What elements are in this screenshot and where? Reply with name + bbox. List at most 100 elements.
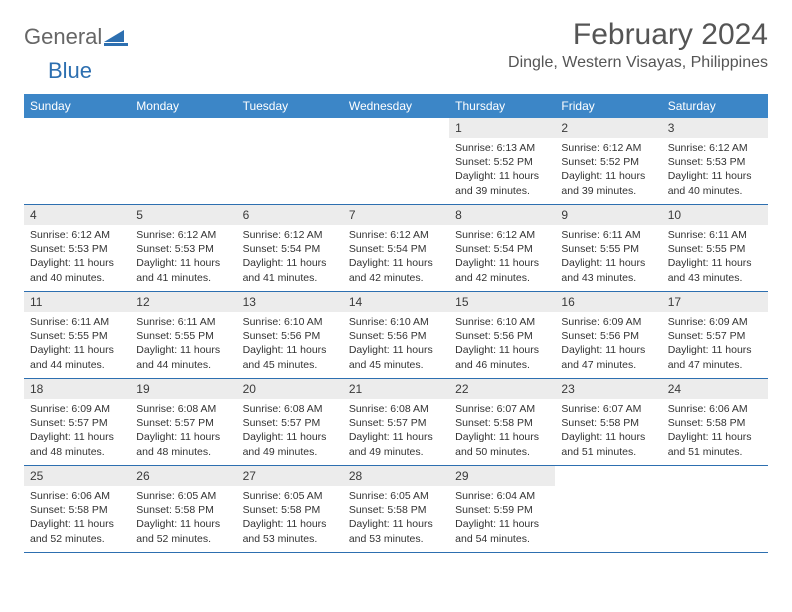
sunset-line: Sunset: 5:55 PM	[30, 329, 124, 343]
day-number: 18	[24, 379, 130, 399]
sunrise-line: Sunrise: 6:08 AM	[136, 402, 230, 416]
sunset-line: Sunset: 5:56 PM	[455, 329, 549, 343]
sunrise-line: Sunrise: 6:11 AM	[136, 315, 230, 329]
day-header-sun: Sunday	[24, 94, 130, 118]
day-info: Sunrise: 6:08 AMSunset: 5:57 PMDaylight:…	[130, 399, 236, 465]
day-info: Sunrise: 6:12 AMSunset: 5:52 PMDaylight:…	[555, 138, 661, 204]
daylight-line: Daylight: 11 hours and 52 minutes.	[136, 517, 230, 545]
month-title: February 2024	[508, 18, 768, 52]
daylight-line: Daylight: 11 hours and 50 minutes.	[455, 430, 549, 458]
daylight-line: Daylight: 11 hours and 40 minutes.	[30, 256, 124, 284]
day-info: Sunrise: 6:11 AMSunset: 5:55 PMDaylight:…	[24, 312, 130, 378]
sunrise-line: Sunrise: 6:10 AM	[243, 315, 337, 329]
daylight-line: Daylight: 11 hours and 51 minutes.	[668, 430, 762, 458]
weeks-container: 1Sunrise: 6:13 AMSunset: 5:52 PMDaylight…	[24, 118, 768, 553]
day-cell: 15Sunrise: 6:10 AMSunset: 5:56 PMDayligh…	[449, 292, 555, 378]
day-cell: 6Sunrise: 6:12 AMSunset: 5:54 PMDaylight…	[237, 205, 343, 291]
daylight-line: Daylight: 11 hours and 42 minutes.	[349, 256, 443, 284]
sunrise-line: Sunrise: 6:10 AM	[455, 315, 549, 329]
sunset-line: Sunset: 5:57 PM	[668, 329, 762, 343]
day-number: 19	[130, 379, 236, 399]
sunset-line: Sunset: 5:57 PM	[243, 416, 337, 430]
day-cell: 5Sunrise: 6:12 AMSunset: 5:53 PMDaylight…	[130, 205, 236, 291]
sunset-line: Sunset: 5:59 PM	[455, 503, 549, 517]
sunrise-line: Sunrise: 6:09 AM	[561, 315, 655, 329]
sunset-line: Sunset: 5:58 PM	[668, 416, 762, 430]
logo-part1: General	[24, 24, 102, 50]
week-row: 4Sunrise: 6:12 AMSunset: 5:53 PMDaylight…	[24, 205, 768, 292]
day-number: 23	[555, 379, 661, 399]
sunrise-line: Sunrise: 6:11 AM	[561, 228, 655, 242]
daylight-line: Daylight: 11 hours and 41 minutes.	[243, 256, 337, 284]
daylight-line: Daylight: 11 hours and 44 minutes.	[30, 343, 124, 371]
daylight-line: Daylight: 11 hours and 43 minutes.	[668, 256, 762, 284]
day-number: 21	[343, 379, 449, 399]
sunset-line: Sunset: 5:56 PM	[561, 329, 655, 343]
day-cell: 27Sunrise: 6:05 AMSunset: 5:58 PMDayligh…	[237, 466, 343, 552]
day-info: Sunrise: 6:05 AMSunset: 5:58 PMDaylight:…	[130, 486, 236, 552]
sunset-line: Sunset: 5:58 PM	[455, 416, 549, 430]
day-number: 25	[24, 466, 130, 486]
day-cell	[555, 466, 661, 552]
sunrise-line: Sunrise: 6:05 AM	[349, 489, 443, 503]
daylight-line: Daylight: 11 hours and 49 minutes.	[243, 430, 337, 458]
day-number: 14	[343, 292, 449, 312]
sunset-line: Sunset: 5:53 PM	[668, 155, 762, 169]
sunrise-line: Sunrise: 6:04 AM	[455, 489, 549, 503]
sunset-line: Sunset: 5:53 PM	[30, 242, 124, 256]
day-info: Sunrise: 6:10 AMSunset: 5:56 PMDaylight:…	[237, 312, 343, 378]
day-info: Sunrise: 6:10 AMSunset: 5:56 PMDaylight:…	[449, 312, 555, 378]
sunrise-line: Sunrise: 6:12 AM	[243, 228, 337, 242]
day-info: Sunrise: 6:12 AMSunset: 5:53 PMDaylight:…	[662, 138, 768, 204]
daylight-line: Daylight: 11 hours and 46 minutes.	[455, 343, 549, 371]
day-info: Sunrise: 6:07 AMSunset: 5:58 PMDaylight:…	[555, 399, 661, 465]
day-number: 27	[237, 466, 343, 486]
day-cell: 23Sunrise: 6:07 AMSunset: 5:58 PMDayligh…	[555, 379, 661, 465]
day-info: Sunrise: 6:12 AMSunset: 5:54 PMDaylight:…	[343, 225, 449, 291]
daylight-line: Daylight: 11 hours and 53 minutes.	[243, 517, 337, 545]
daylight-line: Daylight: 11 hours and 41 minutes.	[136, 256, 230, 284]
day-cell: 26Sunrise: 6:05 AMSunset: 5:58 PMDayligh…	[130, 466, 236, 552]
day-cell: 8Sunrise: 6:12 AMSunset: 5:54 PMDaylight…	[449, 205, 555, 291]
day-header-fri: Friday	[555, 94, 661, 118]
day-cell	[662, 466, 768, 552]
day-info: Sunrise: 6:04 AMSunset: 5:59 PMDaylight:…	[449, 486, 555, 552]
daylight-line: Daylight: 11 hours and 48 minutes.	[136, 430, 230, 458]
day-number: 8	[449, 205, 555, 225]
daylight-line: Daylight: 11 hours and 39 minutes.	[455, 169, 549, 197]
sunset-line: Sunset: 5:54 PM	[455, 242, 549, 256]
daylight-line: Daylight: 11 hours and 45 minutes.	[243, 343, 337, 371]
daylight-line: Daylight: 11 hours and 52 minutes.	[30, 517, 124, 545]
daylight-line: Daylight: 11 hours and 47 minutes.	[668, 343, 762, 371]
day-info: Sunrise: 6:07 AMSunset: 5:58 PMDaylight:…	[449, 399, 555, 465]
daylight-line: Daylight: 11 hours and 40 minutes.	[668, 169, 762, 197]
day-header-sat: Saturday	[662, 94, 768, 118]
logo-icon	[104, 28, 128, 46]
day-info: Sunrise: 6:09 AMSunset: 5:57 PMDaylight:…	[662, 312, 768, 378]
day-number: 7	[343, 205, 449, 225]
day-cell: 14Sunrise: 6:10 AMSunset: 5:56 PMDayligh…	[343, 292, 449, 378]
sunrise-line: Sunrise: 6:12 AM	[136, 228, 230, 242]
day-cell: 12Sunrise: 6:11 AMSunset: 5:55 PMDayligh…	[130, 292, 236, 378]
sunset-line: Sunset: 5:58 PM	[30, 503, 124, 517]
day-number: 22	[449, 379, 555, 399]
sunrise-line: Sunrise: 6:07 AM	[455, 402, 549, 416]
day-info: Sunrise: 6:11 AMSunset: 5:55 PMDaylight:…	[662, 225, 768, 291]
day-number: 2	[555, 118, 661, 138]
sunset-line: Sunset: 5:58 PM	[136, 503, 230, 517]
day-number: 9	[555, 205, 661, 225]
sunrise-line: Sunrise: 6:05 AM	[243, 489, 337, 503]
day-info: Sunrise: 6:09 AMSunset: 5:57 PMDaylight:…	[24, 399, 130, 465]
day-number: 16	[555, 292, 661, 312]
day-info: Sunrise: 6:12 AMSunset: 5:53 PMDaylight:…	[24, 225, 130, 291]
day-cell: 19Sunrise: 6:08 AMSunset: 5:57 PMDayligh…	[130, 379, 236, 465]
day-number: 15	[449, 292, 555, 312]
day-cell	[24, 118, 130, 204]
day-info: Sunrise: 6:08 AMSunset: 5:57 PMDaylight:…	[237, 399, 343, 465]
day-number: 24	[662, 379, 768, 399]
day-info: Sunrise: 6:11 AMSunset: 5:55 PMDaylight:…	[555, 225, 661, 291]
day-info: Sunrise: 6:06 AMSunset: 5:58 PMDaylight:…	[24, 486, 130, 552]
daylight-line: Daylight: 11 hours and 43 minutes.	[561, 256, 655, 284]
day-number: 4	[24, 205, 130, 225]
daylight-line: Daylight: 11 hours and 54 minutes.	[455, 517, 549, 545]
